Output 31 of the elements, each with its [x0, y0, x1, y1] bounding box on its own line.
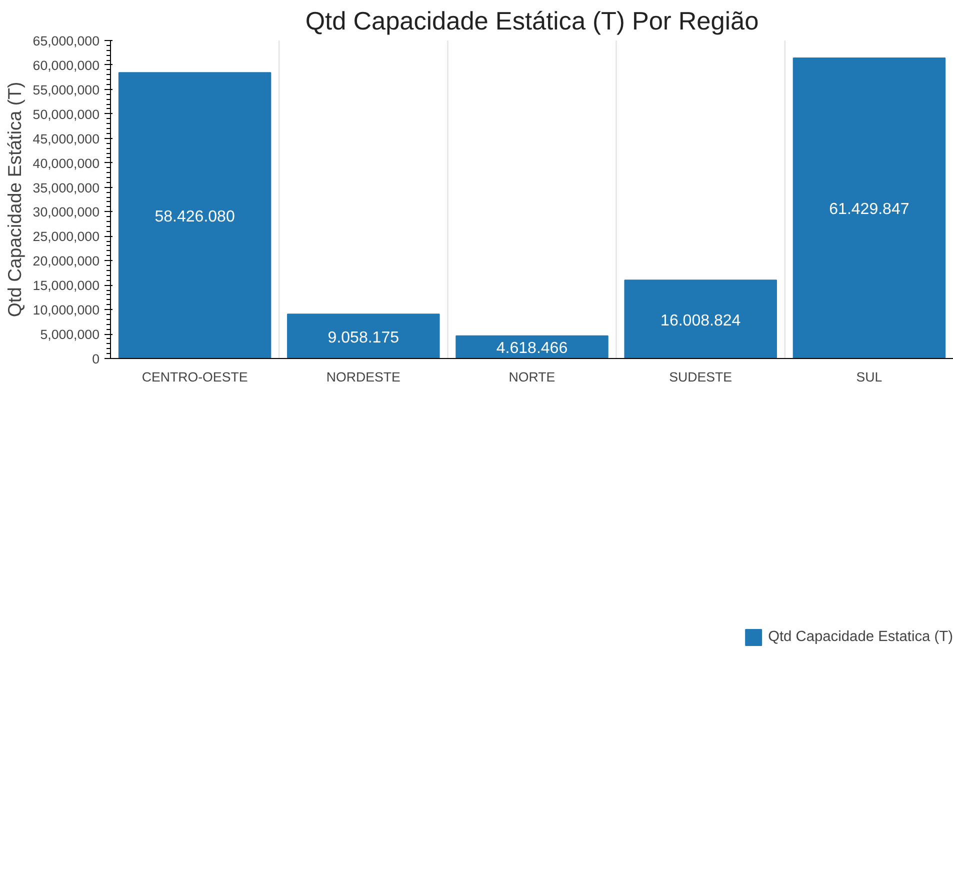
y-tick-label: 15,000,000 — [32, 278, 100, 294]
x-tick-label: CENTRO-OESTE — [142, 370, 248, 384]
data-label: 58.426.080 — [154, 208, 235, 226]
y-tick-label: 30,000,000 — [32, 204, 100, 220]
y-axis-title: Qtd Capacidade Estática (T) — [4, 82, 25, 318]
y-tick-label: 5,000,000 — [40, 327, 100, 342]
y-tick-label: 50,000,000 — [32, 106, 100, 122]
y-tick-label: 25,000,000 — [32, 229, 100, 244]
chart-title: Qtd Capacidade Estática (T) Por Região — [305, 8, 759, 36]
x-tick-label: NORTE — [508, 370, 556, 384]
bar — [792, 57, 946, 358]
x-tick-label: NORDESTE — [326, 370, 401, 384]
y-tick-label: 65,000,000 — [32, 34, 100, 48]
y-tick-label: 40,000,000 — [32, 156, 100, 171]
bar — [118, 72, 272, 358]
data-label: 4.618.466 — [496, 340, 568, 358]
y-tick-label: 55,000,000 — [32, 82, 100, 98]
y-tick-label: 0 — [92, 352, 100, 366]
y-tick-label: 10,000,000 — [32, 302, 100, 318]
y-tick-label: 20,000,000 — [32, 254, 100, 269]
y-tick-label: 35,000,000 — [32, 180, 100, 196]
y-tick-label: 60,000,000 — [32, 58, 100, 73]
legend-label: Qtd Capacidade Estatica (T) — [768, 629, 953, 645]
bar — [287, 314, 440, 358]
x-tick-label: SUL — [856, 370, 882, 384]
y-tick-label: 45,000,000 — [32, 131, 100, 146]
data-label: 16.008.824 — [660, 312, 741, 330]
data-label: 9.058.175 — [328, 329, 400, 346]
data-label: 61.429.847 — [829, 201, 910, 218]
bar — [624, 280, 777, 358]
x-tick-label: SUDESTE — [669, 370, 732, 384]
